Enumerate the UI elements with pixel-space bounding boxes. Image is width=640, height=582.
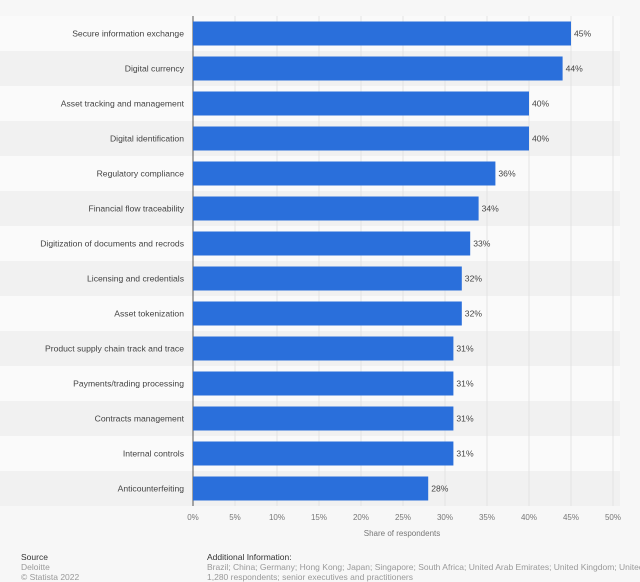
data-label: 45% xyxy=(574,29,592,39)
bar xyxy=(193,476,429,501)
x-tick-label: 10% xyxy=(269,513,285,522)
x-tick-label: 45% xyxy=(563,513,579,522)
data-label: 44% xyxy=(566,64,584,74)
bar xyxy=(193,266,462,291)
data-label: 31% xyxy=(456,414,474,424)
x-tick-label: 20% xyxy=(353,513,369,522)
data-label: 31% xyxy=(456,449,474,459)
category-label: Digitization of documents and recrods xyxy=(40,239,184,249)
info-countries: Brazil; China; Germany; Hong Kong; Japan… xyxy=(207,562,640,572)
data-label: 32% xyxy=(465,309,483,319)
category-label: Asset tokenization xyxy=(114,309,184,319)
x-tick-label: 35% xyxy=(479,513,495,522)
bar xyxy=(193,161,496,186)
category-label: Digital currency xyxy=(125,64,185,74)
info-respondents: 1,280 respondents; senior executives and… xyxy=(207,572,414,582)
x-tick-label: 5% xyxy=(229,513,241,522)
category-label: Payments/trading processing xyxy=(73,379,184,389)
source-block: Source Deloitte © Statista 2022 xyxy=(21,552,79,582)
bar xyxy=(193,301,462,326)
source-name: Deloitte xyxy=(21,562,50,572)
category-label: Product supply chain track and trace xyxy=(45,344,184,354)
x-tick-label: 50% xyxy=(605,513,621,522)
additional-info: Additional Information: Brazil; China; G… xyxy=(207,552,640,582)
category-label: Secure information exchange xyxy=(72,29,184,39)
data-label: 32% xyxy=(465,274,483,284)
bar xyxy=(193,336,454,361)
category-label: Licensing and credentials xyxy=(87,274,184,284)
x-tick-label: 0% xyxy=(187,513,199,522)
data-label: 36% xyxy=(498,169,516,179)
bar xyxy=(193,196,479,221)
bar xyxy=(193,441,454,466)
category-label: Anticounterfeiting xyxy=(118,484,185,494)
bar xyxy=(193,126,529,151)
data-label: 33% xyxy=(473,239,491,249)
category-label: Asset tracking and management xyxy=(61,99,185,109)
bar xyxy=(193,91,529,116)
info-title: Additional Information: xyxy=(207,552,292,562)
data-label: 40% xyxy=(532,99,550,109)
data-label: 34% xyxy=(482,204,500,214)
category-label: Digital identification xyxy=(110,134,184,144)
data-label: 31% xyxy=(456,379,474,389)
bar xyxy=(193,21,571,46)
category-label: Internal controls xyxy=(123,449,184,459)
source-title: Source xyxy=(21,552,48,562)
data-label: 31% xyxy=(456,344,474,354)
bar xyxy=(193,371,454,396)
category-label: Financial flow traceability xyxy=(88,204,184,214)
x-axis-title: Share of respondents xyxy=(364,529,441,538)
category-label: Regulatory compliance xyxy=(97,169,185,179)
x-tick-label: 25% xyxy=(395,513,411,522)
data-label: 28% xyxy=(431,484,449,494)
copyright: © Statista 2022 xyxy=(21,572,80,582)
category-label: Contracts management xyxy=(95,414,185,424)
bar xyxy=(193,231,471,256)
bar xyxy=(193,406,454,431)
x-tick-label: 15% xyxy=(311,513,327,522)
x-tick-label: 40% xyxy=(521,513,537,522)
bar xyxy=(193,56,563,81)
bar-chart: 0% 5% 10% 15% 20% 25% 30% 35% 40% 45% 50% Secure in… xyxy=(40,16,622,538)
x-tick-label: 30% xyxy=(437,513,453,522)
data-label: 40% xyxy=(532,134,550,144)
